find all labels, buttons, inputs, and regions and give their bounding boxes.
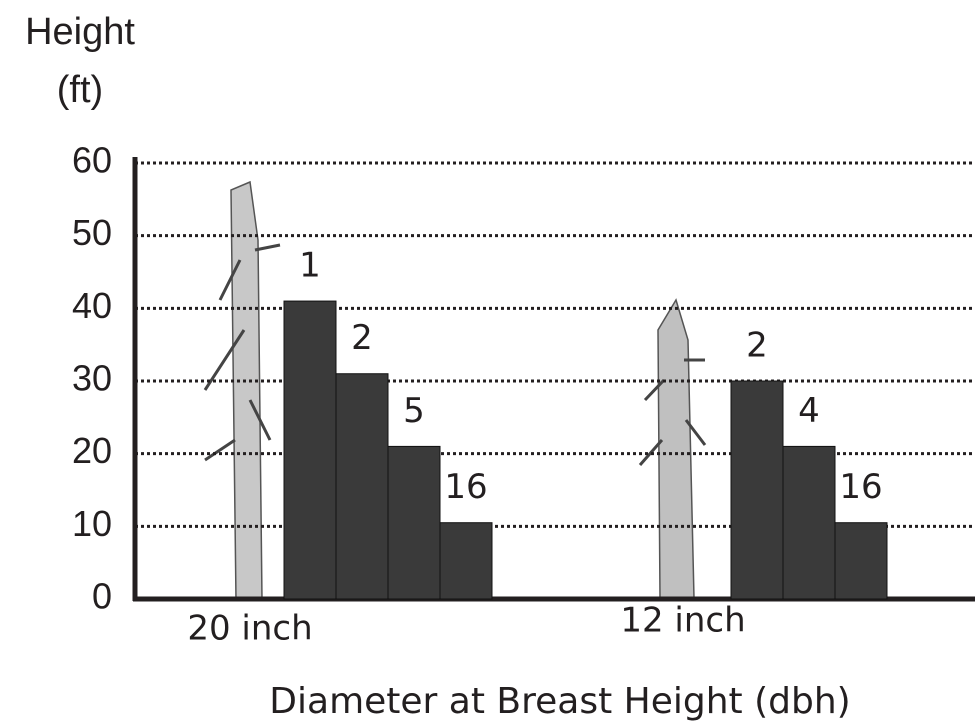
y-tick-label: 40 xyxy=(72,285,112,326)
bar-label: 2 xyxy=(351,318,373,358)
y-axis-title: (ft) xyxy=(57,69,103,111)
bar xyxy=(835,523,887,599)
y-tick-label: 30 xyxy=(72,358,112,399)
bar xyxy=(440,523,492,599)
x-axis-title: Diameter at Breast Height (dbh) xyxy=(269,681,850,722)
bar-label: 2 xyxy=(746,326,768,366)
bar-label: 4 xyxy=(798,391,820,431)
y-tick-label: 10 xyxy=(72,503,112,544)
y-tick-label: 60 xyxy=(72,140,112,181)
bar xyxy=(783,446,835,599)
bar-label: 16 xyxy=(444,467,487,507)
y-tick-label: 20 xyxy=(72,430,112,471)
chart: Height (ft) Diameter at Breast Height (d… xyxy=(0,0,979,728)
bar-label: 5 xyxy=(403,391,425,431)
bar xyxy=(731,381,783,599)
bar-label: 16 xyxy=(839,467,882,507)
y-tick-label: 0 xyxy=(92,576,112,617)
bar xyxy=(388,446,440,599)
y-axis-title: Height xyxy=(25,11,135,53)
y-tick-label: 50 xyxy=(72,212,112,253)
x-tick-label: 20 inch xyxy=(187,609,312,649)
bar xyxy=(284,301,336,599)
bar xyxy=(336,374,388,599)
bar-label: 1 xyxy=(299,246,321,286)
x-tick-label: 12 inch xyxy=(620,601,745,641)
